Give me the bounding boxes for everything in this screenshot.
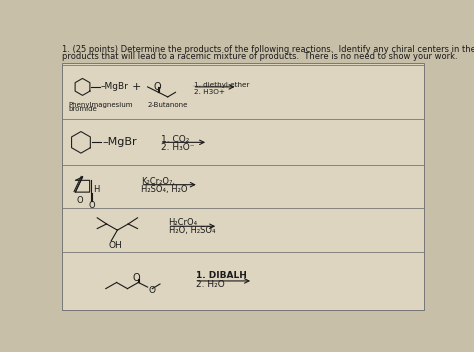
Text: products that will lead to a racemic mixture of products.  There is no need to s: products that will lead to a racemic mix… xyxy=(63,52,458,61)
Text: Phenylmagnesium: Phenylmagnesium xyxy=(69,101,133,107)
Text: O: O xyxy=(89,201,96,209)
Text: 1. CO₂: 1. CO₂ xyxy=(161,134,189,144)
Text: H₂O, H₂SO₄: H₂O, H₂SO₄ xyxy=(169,226,215,235)
Text: O: O xyxy=(154,82,162,92)
Text: –MgBr: –MgBr xyxy=(103,137,137,147)
Text: –MgBr: –MgBr xyxy=(100,82,128,92)
Text: bromide: bromide xyxy=(69,106,97,112)
Text: O: O xyxy=(133,273,141,283)
Text: O: O xyxy=(77,196,83,205)
Text: +: + xyxy=(132,82,141,92)
Text: H: H xyxy=(93,185,99,194)
Text: 2. H3O+: 2. H3O+ xyxy=(194,89,225,95)
Text: 1. DIBALH: 1. DIBALH xyxy=(196,271,247,280)
Text: H₂CrO₄: H₂CrO₄ xyxy=(169,218,198,227)
Text: O: O xyxy=(148,286,155,295)
Text: 1. (25 points) Determine the products of the following reactions.  Identify any : 1. (25 points) Determine the products of… xyxy=(63,45,474,54)
Text: 2. H₂O: 2. H₂O xyxy=(196,280,225,289)
Text: K₂Cr₂O₇,: K₂Cr₂O₇, xyxy=(141,177,175,186)
Text: 1. diethyl ether: 1. diethyl ether xyxy=(194,82,250,88)
Text: H₂SO₄, H₂O: H₂SO₄, H₂O xyxy=(141,186,188,194)
Text: 2. H₃O⁻: 2. H₃O⁻ xyxy=(161,143,194,152)
Text: OH: OH xyxy=(108,241,122,250)
Text: 2-Butanone: 2-Butanone xyxy=(147,101,188,107)
